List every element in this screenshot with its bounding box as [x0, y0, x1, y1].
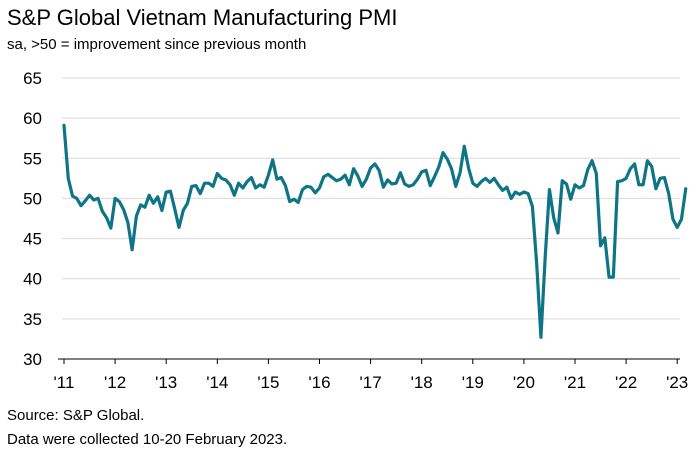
series-line-0: [62, 123, 688, 339]
chart-subtitle: sa, >50 = improvement since previous mon…: [7, 36, 307, 53]
x-tick-label: '19: [462, 373, 484, 392]
x-axis-ticks: '11 '12 '13 '14 '15 '16 '17 '18 '19 '20 '21 '22 '23: [54, 359, 688, 392]
x-tick-label: '23: [666, 373, 688, 392]
x-tick-label: '20: [513, 373, 535, 392]
y-tick-label: 50: [23, 189, 42, 208]
collection-note: Data were collected 10-20 February 2023.: [7, 431, 288, 448]
y-tick-label: 30: [23, 350, 42, 369]
chart-title: S&P Global Vietnam Manufacturing PMI: [7, 5, 398, 30]
x-tick-label: '15: [257, 373, 279, 392]
x-tick-label: '14: [206, 373, 228, 392]
gridlines: [62, 77, 680, 320]
y-tick-label: 60: [23, 109, 42, 128]
y-tick-label: 55: [23, 149, 42, 168]
x-tick-label: '16: [308, 373, 330, 392]
x-tick-label: '21: [564, 373, 586, 392]
x-tick-label: '22: [615, 373, 637, 392]
y-tick-label: 45: [23, 230, 42, 249]
y-axis-ticks: 30 35 40 45 50 55 60 65: [23, 69, 42, 369]
x-tick-label: '13: [155, 373, 177, 392]
x-tick-label: '17: [360, 373, 382, 392]
x-tick-label: '18: [411, 373, 433, 392]
x-tick-label: '12: [104, 373, 126, 392]
source-note: Source: S&P Global.: [7, 407, 145, 424]
x-tick-label: '11: [54, 373, 75, 392]
y-tick-label: 40: [23, 270, 42, 289]
series-layer: [62, 123, 688, 339]
y-tick-label: 35: [23, 310, 42, 329]
y-tick-label: 65: [23, 69, 42, 88]
